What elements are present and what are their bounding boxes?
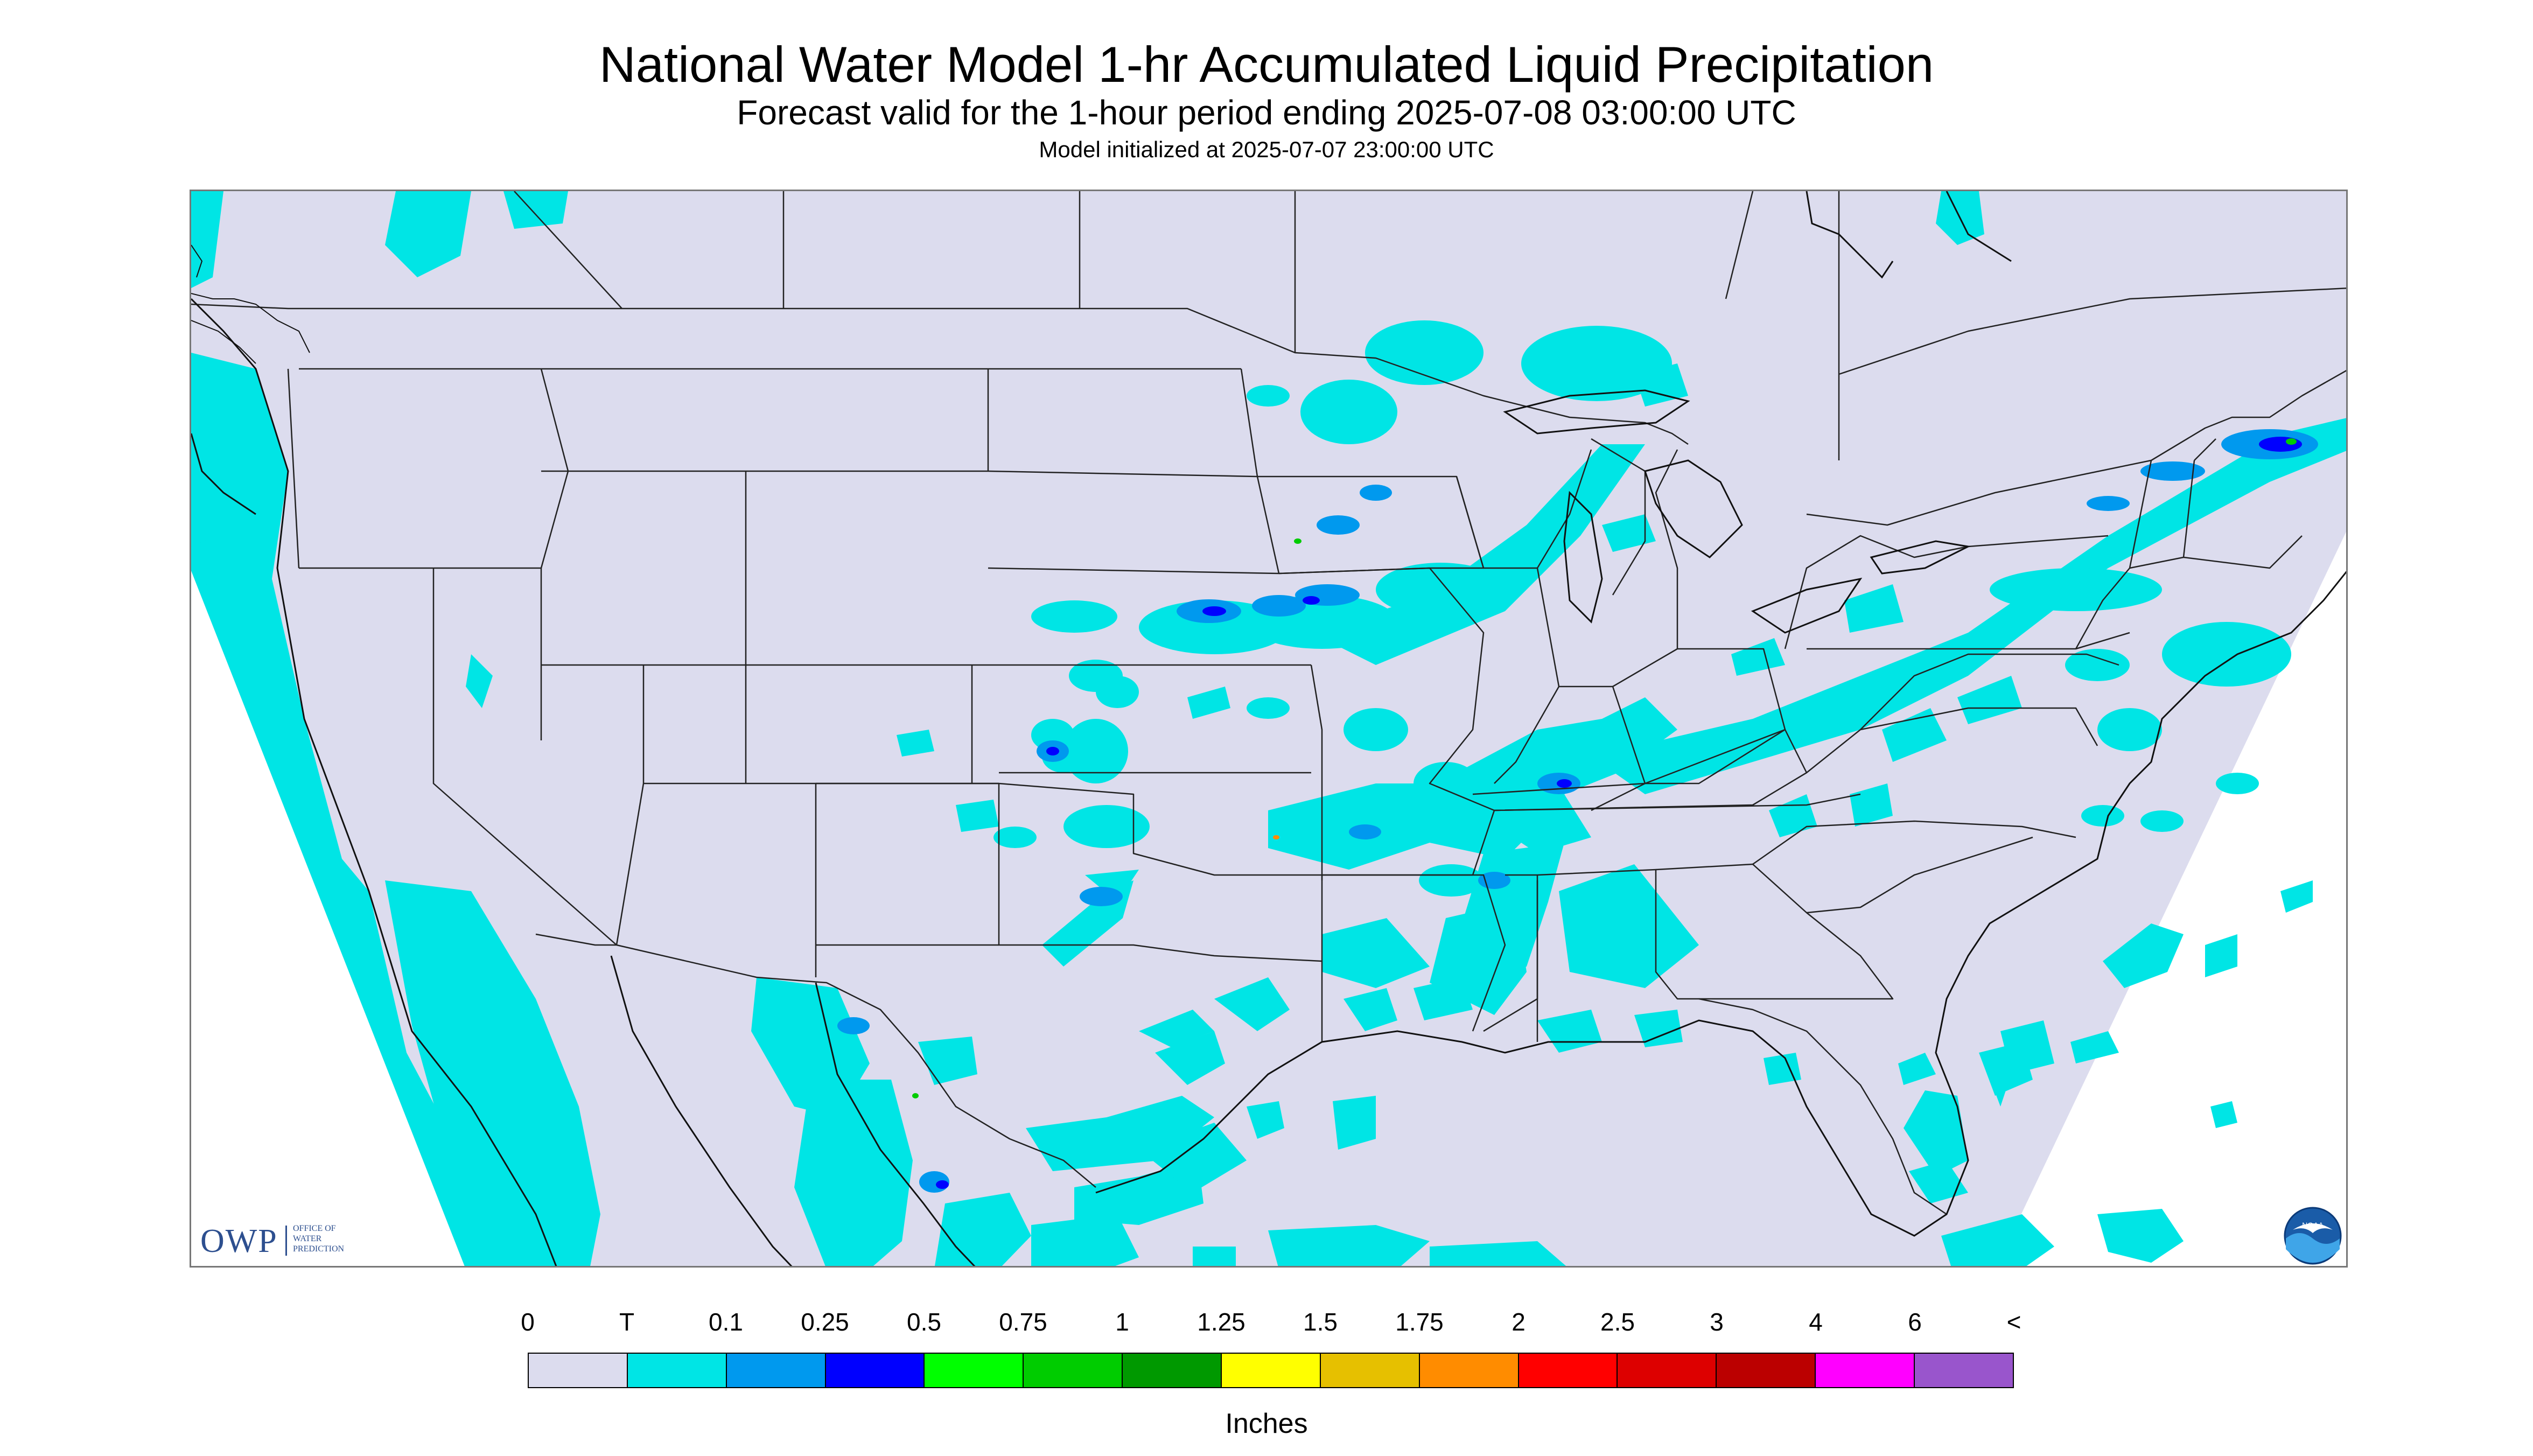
svg-text:NOAA: NOAA bbox=[2302, 1221, 2324, 1229]
legend-tick-label: 0.1 bbox=[709, 1308, 743, 1336]
legend-swatch bbox=[1024, 1354, 1123, 1387]
owp-logo-divider bbox=[285, 1226, 287, 1256]
legend-swatch bbox=[726, 1354, 826, 1387]
legend-swatch bbox=[1618, 1354, 1717, 1387]
legend-swatch bbox=[1915, 1354, 2013, 1387]
legend-tick-label: 2.5 bbox=[1600, 1308, 1635, 1336]
state-boundaries bbox=[191, 191, 2346, 1215]
legend-tick-label: 0 bbox=[521, 1308, 535, 1336]
legend-tick-label: 0.25 bbox=[801, 1308, 849, 1336]
coastlines bbox=[191, 191, 2346, 1266]
legend-swatch bbox=[1320, 1354, 1420, 1387]
legend-tick-label: 6 bbox=[1908, 1308, 1922, 1336]
pacific-precip-field bbox=[191, 191, 600, 1266]
precip-heavy-cores bbox=[912, 438, 2297, 1098]
legend-tick-label: 4 bbox=[1809, 1308, 1823, 1336]
northwest-coast-detail bbox=[191, 244, 310, 364]
precip-orange-cores bbox=[1273, 835, 1279, 839]
legend-swatch bbox=[1816, 1354, 1915, 1387]
legend-swatch bbox=[1717, 1354, 1816, 1387]
noaa-logo-icon: NOAA bbox=[2284, 1207, 2342, 1265]
owp-logo-text: OWP bbox=[200, 1223, 278, 1259]
legend-swatch bbox=[529, 1354, 628, 1387]
owp-logo-subtext: OFFICE OF WATER PREDICTION bbox=[293, 1224, 345, 1254]
legend-tick-label: 0.75 bbox=[999, 1308, 1047, 1336]
model-init-line: Model initialized at 2025-07-07 23:00:00… bbox=[1039, 137, 1494, 162]
precipitation-map bbox=[190, 190, 2348, 1268]
legend-tick-label: < bbox=[2006, 1308, 2021, 1336]
legend-swatch bbox=[1419, 1354, 1519, 1387]
legend-tick-label: 1 bbox=[1115, 1308, 1129, 1336]
legend-swatch bbox=[1123, 1354, 1222, 1387]
precip-trace-areas bbox=[191, 191, 2346, 1266]
precip-legend: 0 T 0.1 0.25 0.5 0.75 1 1.25 1.5 1.75 2 2.5 3 4 6 < bbox=[521, 1307, 2021, 1388]
legend-tick-label: 1.25 bbox=[1197, 1308, 1245, 1336]
legend-swatch bbox=[627, 1354, 727, 1387]
map-title: National Water Model 1-hr Accumulated Li… bbox=[599, 36, 1934, 93]
legend-tick-label: 2 bbox=[1512, 1308, 1526, 1336]
outside-domain-right bbox=[1996, 531, 2346, 1266]
legend-swatch bbox=[1222, 1354, 1321, 1387]
legend-swatch bbox=[825, 1354, 925, 1387]
legend-tick-label: 3 bbox=[1710, 1308, 1724, 1336]
legend-swatch bbox=[925, 1354, 1024, 1387]
map-canvas bbox=[191, 191, 2346, 1266]
legend-units-label: Inches bbox=[1225, 1408, 1308, 1439]
legend-tick-label: 1.75 bbox=[1395, 1308, 1444, 1336]
legend-color-bar bbox=[528, 1353, 2014, 1388]
legend-tick-label: T bbox=[619, 1308, 635, 1336]
legend-tick-label: 1.5 bbox=[1303, 1308, 1338, 1336]
forecast-valid-subtitle: Forecast valid for the 1-hour period end… bbox=[737, 93, 1796, 132]
outside-domain-left bbox=[191, 191, 465, 1266]
legend-swatch bbox=[1519, 1354, 1618, 1387]
legend-tick-label: 0.5 bbox=[907, 1308, 941, 1336]
